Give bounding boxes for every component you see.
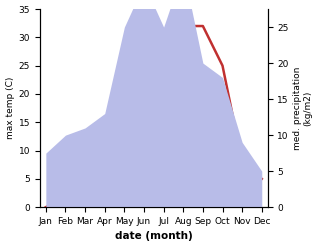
X-axis label: date (month): date (month): [115, 231, 193, 242]
Y-axis label: max temp (C): max temp (C): [5, 77, 15, 139]
Y-axis label: med. precipitation
(kg/m2): med. precipitation (kg/m2): [293, 66, 313, 150]
